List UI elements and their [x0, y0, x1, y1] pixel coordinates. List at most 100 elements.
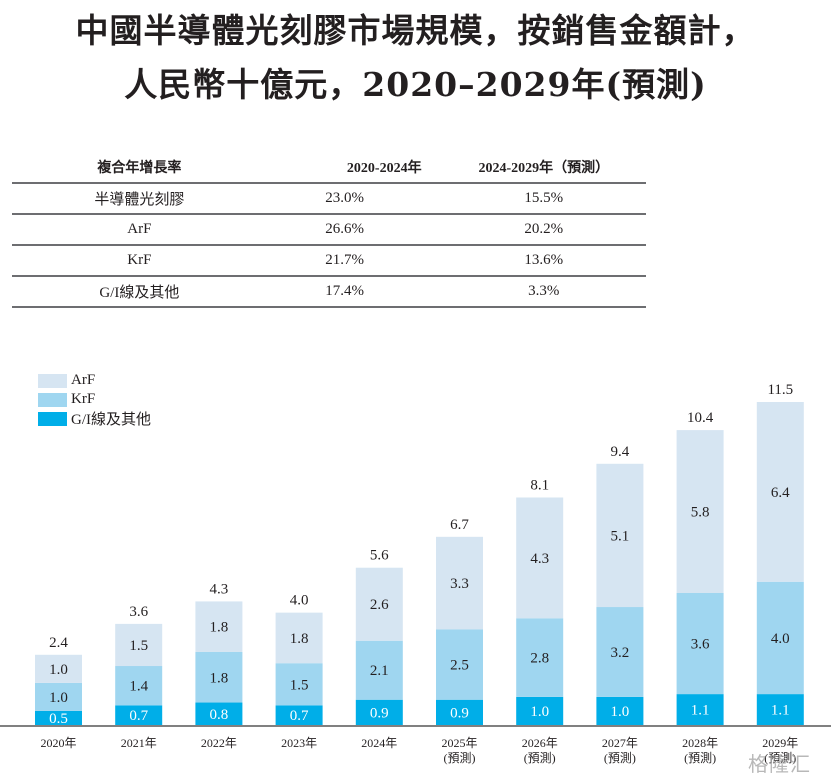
- x-tick-label: 2027年: [602, 736, 638, 750]
- cagr-2024-2029: 3.3%: [441, 276, 646, 308]
- data-label-krf: 2.8: [530, 651, 549, 667]
- total-label: 4.0: [290, 593, 309, 609]
- data-label-arf: 1.8: [290, 631, 309, 647]
- bar-segment-arf: [436, 536, 483, 630]
- header-cagr: 複合年增長率: [12, 152, 267, 184]
- bar-segment-krf: [756, 581, 804, 695]
- bar-segment-gi: [195, 702, 243, 725]
- header-2020-2024: 2020-2024年: [266, 152, 442, 184]
- cagr-2020-2024: 17.4%: [266, 276, 442, 308]
- bar-segment-arf: [275, 612, 323, 664]
- legend-label-arf: ArF: [71, 372, 96, 388]
- cagr-2024-2029: 20.2%: [441, 214, 646, 246]
- bar-segment-krf: [115, 666, 163, 706]
- legend-label-gi: G/I線及其他: [71, 412, 151, 428]
- data-label-gi: 1.1: [691, 703, 710, 719]
- data-label-arf: 5.8: [691, 505, 710, 521]
- x-tick-label: 2029年: [762, 736, 798, 750]
- total-label: 4.3: [210, 581, 229, 597]
- total-label: 3.6: [129, 604, 148, 620]
- cagr-table: 複合年增長率 2020-2024年 2024-2029年（預測） 半導體光刻膠 …: [12, 152, 646, 308]
- cagr-2020-2024: 23.0%: [266, 183, 442, 215]
- row-label: 半導體光刻膠: [12, 183, 267, 215]
- data-label-arf: 1.0: [49, 662, 68, 678]
- x-tick-label: 2021年: [121, 736, 157, 750]
- x-tick-label: 2023年: [281, 736, 317, 750]
- data-label-gi: 0.8: [210, 707, 229, 723]
- cagr-2024-2029: 13.6%: [441, 245, 646, 277]
- total-label: 6.7: [450, 517, 469, 533]
- bar-segment-krf: [195, 651, 243, 703]
- row-label: ArF: [12, 214, 267, 246]
- bar-segment-krf: [516, 618, 564, 697]
- data-label-gi: 1.0: [611, 704, 630, 720]
- data-label-krf: 3.6: [691, 637, 710, 653]
- x-tick-label: 2020年: [40, 736, 76, 750]
- bar-segment-krf: [35, 682, 82, 711]
- cagr-2024-2029: 15.5%: [441, 183, 646, 215]
- data-label-arf: 5.1: [611, 528, 630, 544]
- legend-swatch-arf: [38, 373, 67, 388]
- data-label-krf: 2.5: [450, 658, 469, 674]
- legend-item-arf: ArF: [38, 371, 151, 390]
- bar-segment-gi: [756, 694, 804, 725]
- chart-title-line-1: 中國半導體光刻膠市場規模，按銷售金額計，: [75, 11, 756, 50]
- row-label: G/I線及其他: [12, 276, 267, 308]
- bar-segment-gi: [35, 710, 82, 725]
- bar-segment-arf: [195, 601, 243, 652]
- data-label-arf: 2.6: [370, 597, 389, 613]
- bar-segment-arf: [676, 430, 724, 593]
- legend-label-krf: KrF: [71, 391, 96, 407]
- data-label-arf: 6.4: [771, 485, 790, 501]
- data-label-arf: 1.5: [129, 638, 148, 654]
- x-tick-label: 2026年: [522, 736, 558, 750]
- data-label-krf: 1.0: [49, 690, 68, 706]
- legend-item-krf: KrF: [38, 390, 151, 409]
- data-label-gi: 0.5: [49, 711, 68, 727]
- header-2024-2029: 2024-2029年（預測）: [441, 152, 646, 184]
- bar-segment-gi: [436, 699, 483, 725]
- x-tick-label: 2025年: [441, 736, 477, 750]
- data-label-gi: 1.0: [530, 704, 549, 720]
- bar-segment-gi: [275, 705, 323, 725]
- bar-segment-arf: [35, 654, 82, 683]
- x-tick-label: 2022年: [201, 736, 237, 750]
- data-label-krf: 1.4: [129, 679, 148, 695]
- chart-title-line-2: 人民幣十億元，2020–2029年(預測): [124, 65, 707, 104]
- legend-swatch-gi: [38, 411, 67, 426]
- bar-segment-arf: [115, 623, 163, 667]
- data-label-krf: 3.2: [611, 645, 630, 661]
- data-label-gi: 0.9: [450, 705, 469, 721]
- bar-segment-krf: [676, 592, 724, 695]
- bar-segment-gi: [676, 694, 724, 725]
- cagr-table-header: 複合年增長率 2020-2024年 2024-2029年（預測）: [12, 152, 646, 184]
- data-label-krf: 1.8: [210, 670, 229, 686]
- bar-segment-arf: [756, 402, 804, 582]
- cagr-2020-2024: 26.6%: [266, 214, 442, 246]
- bar-segment-krf: [355, 640, 403, 700]
- cagr-2020-2024: 21.7%: [266, 245, 442, 277]
- bar-segment-krf: [275, 663, 323, 706]
- x-tick-sublabel: (預測): [684, 751, 716, 765]
- data-label-krf: 4.0: [771, 631, 790, 647]
- bar-segment-krf: [436, 629, 483, 700]
- data-label-arf: 3.3: [450, 576, 469, 592]
- x-tick-label: 2024年: [361, 736, 397, 750]
- x-tick-sublabel: (預測): [444, 751, 476, 765]
- table-row: 半導體光刻膠 23.0% 15.5%: [12, 183, 646, 215]
- bar-segment-gi: [115, 705, 163, 725]
- total-label: 2.4: [49, 635, 68, 651]
- bar-segment-gi: [516, 696, 564, 725]
- data-label-gi: 0.7: [290, 708, 309, 724]
- x-tick-sublabel: (預測): [524, 751, 556, 765]
- data-label-krf: 2.1: [370, 663, 389, 679]
- bar-segment-arf: [355, 567, 403, 641]
- legend-item-gi: G/I線及其他: [38, 409, 151, 428]
- total-label: 11.5: [767, 382, 793, 398]
- bar-segment-gi: [355, 699, 403, 725]
- legend-swatch-krf: [38, 392, 67, 407]
- bar-segment-arf: [516, 497, 564, 619]
- chart-legend: ArF KrF G/I線及其他: [38, 371, 151, 428]
- total-label: 8.1: [530, 477, 549, 493]
- x-tick-label: 2028年: [682, 736, 718, 750]
